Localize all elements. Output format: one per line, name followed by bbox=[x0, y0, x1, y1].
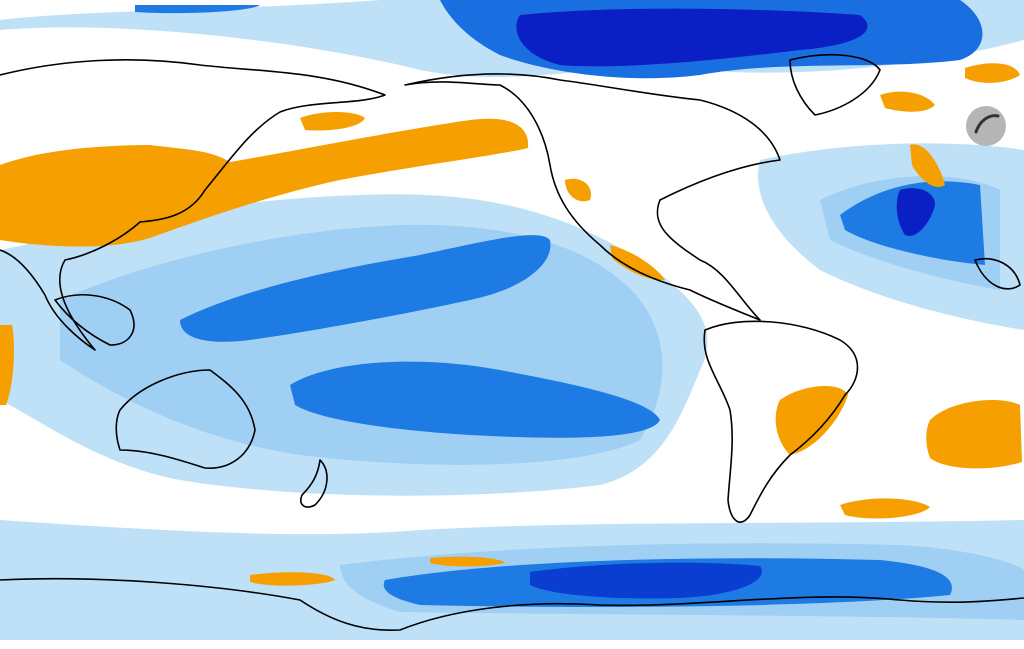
orange-area bbox=[0, 118, 529, 247]
coastline-south-america bbox=[703, 320, 859, 523]
orange-area bbox=[910, 144, 945, 188]
orange-area bbox=[926, 400, 1022, 469]
coastline-greenland bbox=[789, 54, 881, 116]
coastline-islands bbox=[54, 294, 135, 346]
orange-area bbox=[0, 325, 14, 405]
coastline-asia bbox=[0, 59, 386, 351]
orange-area bbox=[840, 498, 930, 519]
icon-circle[interactable] bbox=[966, 106, 1006, 146]
orange-area bbox=[775, 385, 848, 455]
blue-area bbox=[180, 235, 551, 342]
icon-glyph bbox=[974, 114, 1000, 134]
dark-blue-area bbox=[516, 8, 868, 67]
orange-area bbox=[565, 178, 591, 202]
blue-area bbox=[290, 361, 660, 438]
dark-blue-area bbox=[896, 188, 935, 236]
orange-area bbox=[610, 245, 665, 281]
coastline-australia bbox=[115, 369, 256, 469]
coastline-north-america bbox=[404, 73, 781, 321]
orange-area bbox=[965, 63, 1020, 83]
blue-area bbox=[135, 5, 260, 14]
coastline-europe bbox=[974, 258, 1021, 290]
coastline-new-zealand bbox=[300, 459, 328, 508]
orange-area bbox=[300, 112, 365, 131]
orange-area bbox=[880, 91, 935, 112]
coastline-antarctica bbox=[0, 577, 1024, 632]
coastlines bbox=[0, 54, 1024, 632]
orange-area bbox=[430, 556, 505, 567]
dark-blue-area bbox=[530, 562, 762, 599]
orange-area bbox=[250, 572, 335, 586]
loading-icon[interactable] bbox=[966, 106, 1006, 146]
